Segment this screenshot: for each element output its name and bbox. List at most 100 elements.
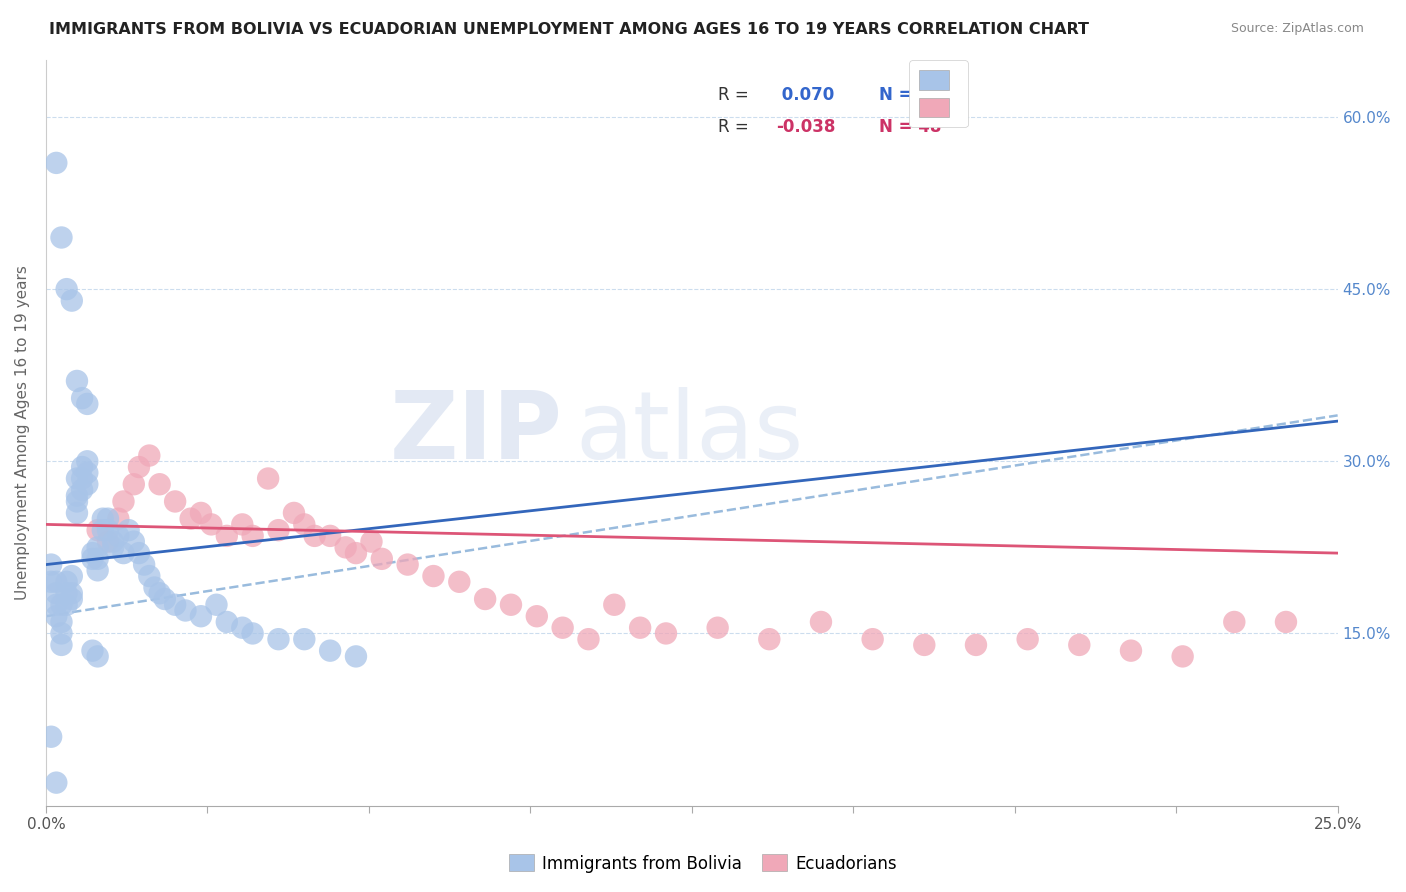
Text: N = 48: N = 48: [879, 118, 942, 136]
Text: Source: ZipAtlas.com: Source: ZipAtlas.com: [1230, 22, 1364, 36]
Point: [70, 391, 93, 405]
Point: [55, 282, 77, 296]
Point: [267, 523, 290, 537]
Point: [551, 621, 574, 635]
Point: [45, 775, 67, 789]
Point: [76, 466, 98, 480]
Point: [82, 552, 104, 566]
Point: [66, 489, 89, 503]
Point: [60, 293, 83, 308]
Point: [1171, 649, 1194, 664]
Point: [55, 586, 77, 600]
Point: [91, 523, 114, 537]
Point: [86, 563, 108, 577]
Point: [51, 638, 73, 652]
Y-axis label: Unemployment Among Ages 16 to 19 years: Unemployment Among Ages 16 to 19 years: [15, 265, 30, 600]
Point: [55, 598, 77, 612]
Point: [66, 374, 89, 388]
Point: [39, 730, 62, 744]
Point: [499, 598, 522, 612]
Point: [526, 609, 548, 624]
Point: [149, 477, 172, 491]
Point: [912, 638, 935, 652]
Point: [257, 471, 280, 485]
Point: [1017, 632, 1039, 647]
Point: [82, 643, 104, 657]
Point: [86, 523, 108, 537]
Point: [51, 615, 73, 629]
Point: [449, 574, 471, 589]
Point: [242, 626, 264, 640]
Point: [603, 598, 626, 612]
Point: [335, 541, 357, 555]
Point: [231, 517, 253, 532]
Point: [174, 603, 197, 617]
Point: [578, 632, 600, 647]
Point: [292, 632, 315, 647]
Point: [304, 529, 326, 543]
Point: [128, 460, 150, 475]
Point: [128, 546, 150, 560]
Point: [344, 546, 367, 560]
Point: [319, 643, 342, 657]
Point: [91, 511, 114, 525]
Point: [97, 534, 120, 549]
Point: [76, 454, 98, 468]
Point: [101, 541, 124, 555]
Point: [180, 511, 202, 525]
Point: [66, 471, 89, 485]
Point: [1275, 615, 1298, 629]
Point: [112, 494, 135, 508]
Point: [97, 523, 120, 537]
Point: [1069, 638, 1091, 652]
Point: [319, 529, 342, 543]
Text: N = 69: N = 69: [879, 86, 942, 103]
Point: [242, 529, 264, 543]
Point: [149, 586, 172, 600]
Point: [55, 574, 77, 589]
Text: -0.038: -0.038: [776, 118, 835, 136]
Point: [86, 541, 108, 555]
Point: [45, 574, 67, 589]
Point: [810, 615, 832, 629]
Point: [45, 609, 67, 624]
Point: [371, 552, 394, 566]
Point: [706, 621, 728, 635]
Point: [82, 546, 104, 560]
Point: [122, 477, 145, 491]
Point: [200, 517, 222, 532]
Point: [205, 598, 228, 612]
Point: [134, 558, 156, 572]
Text: ZIP: ZIP: [389, 386, 562, 479]
Point: [138, 449, 160, 463]
Point: [153, 592, 176, 607]
Point: [283, 506, 305, 520]
Point: [190, 609, 212, 624]
Point: [292, 517, 315, 532]
Point: [215, 529, 238, 543]
Point: [97, 511, 120, 525]
Point: [86, 552, 108, 566]
Point: [60, 569, 83, 583]
Point: [51, 230, 73, 244]
Point: [70, 460, 93, 475]
Point: [76, 397, 98, 411]
Point: [60, 592, 83, 607]
Point: [138, 569, 160, 583]
Legend: , : ,: [910, 61, 967, 128]
Point: [1223, 615, 1246, 629]
Point: [39, 574, 62, 589]
Point: [66, 494, 89, 508]
Point: [628, 621, 651, 635]
Point: [231, 621, 253, 635]
Point: [396, 558, 419, 572]
Point: [39, 558, 62, 572]
Text: R =: R =: [717, 86, 754, 103]
Point: [143, 581, 166, 595]
Text: 0.070: 0.070: [776, 86, 834, 103]
Point: [1119, 643, 1142, 657]
Point: [107, 511, 129, 525]
Point: [422, 569, 444, 583]
Point: [655, 626, 678, 640]
Point: [267, 632, 290, 647]
